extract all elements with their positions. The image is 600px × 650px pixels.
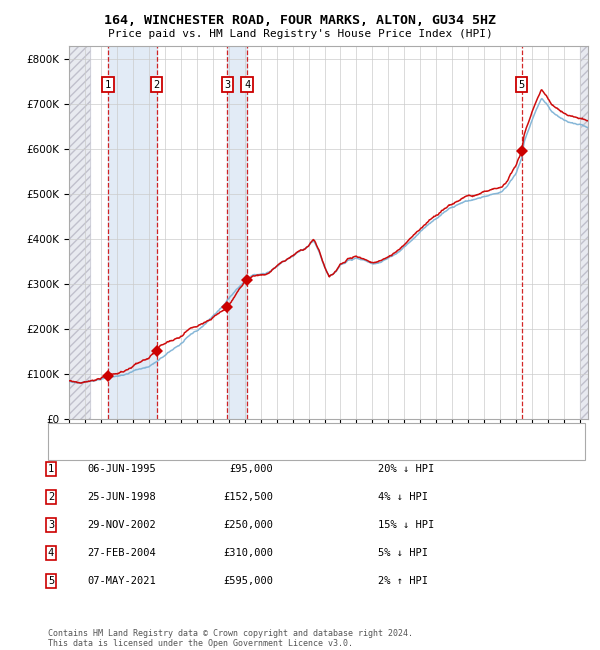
Text: 2% ↑ HPI: 2% ↑ HPI	[378, 576, 428, 586]
Text: Contains HM Land Registry data © Crown copyright and database right 2024.: Contains HM Land Registry data © Crown c…	[48, 629, 413, 638]
Text: HPI: Average price, detached house, East Hampshire: HPI: Average price, detached house, East…	[85, 446, 379, 456]
Text: 164, WINCHESTER ROAD, FOUR MARKS, ALTON, GU34 5HZ (detached house): 164, WINCHESTER ROAD, FOUR MARKS, ALTON,…	[85, 428, 473, 438]
Text: 2: 2	[48, 492, 54, 502]
Text: £250,000: £250,000	[223, 520, 273, 530]
Bar	[580, 46, 588, 419]
Text: 4: 4	[244, 80, 250, 90]
Text: £152,500: £152,500	[223, 492, 273, 502]
Text: 07-MAY-2021: 07-MAY-2021	[87, 576, 156, 586]
Text: 06-JUN-1995: 06-JUN-1995	[87, 464, 156, 474]
Text: 5: 5	[48, 576, 54, 586]
Text: 164, WINCHESTER ROAD, FOUR MARKS, ALTON, GU34 5HZ: 164, WINCHESTER ROAD, FOUR MARKS, ALTON,…	[104, 14, 496, 27]
Text: 4% ↓ HPI: 4% ↓ HPI	[378, 492, 428, 502]
Text: £310,000: £310,000	[223, 548, 273, 558]
Text: 20% ↓ HPI: 20% ↓ HPI	[378, 464, 434, 474]
Text: 1: 1	[105, 80, 111, 90]
Bar	[108, 46, 157, 419]
Text: 5: 5	[518, 80, 525, 90]
Text: 25-JUN-1998: 25-JUN-1998	[87, 492, 156, 502]
Text: 29-NOV-2002: 29-NOV-2002	[87, 520, 156, 530]
Text: This data is licensed under the Open Government Licence v3.0.: This data is licensed under the Open Gov…	[48, 639, 353, 648]
Bar	[227, 46, 247, 419]
Text: 15% ↓ HPI: 15% ↓ HPI	[378, 520, 434, 530]
Text: £95,000: £95,000	[229, 464, 273, 474]
Text: Price paid vs. HM Land Registry's House Price Index (HPI): Price paid vs. HM Land Registry's House …	[107, 29, 493, 38]
Text: 5% ↓ HPI: 5% ↓ HPI	[378, 548, 428, 558]
Bar	[580, 46, 588, 419]
Text: 3: 3	[48, 520, 54, 530]
Text: 4: 4	[48, 548, 54, 558]
Text: 2: 2	[154, 80, 160, 90]
Text: 3: 3	[224, 80, 230, 90]
Text: 27-FEB-2004: 27-FEB-2004	[87, 548, 156, 558]
Bar	[69, 46, 90, 419]
Text: £595,000: £595,000	[223, 576, 273, 586]
Bar	[69, 46, 90, 419]
Text: 1: 1	[48, 464, 54, 474]
